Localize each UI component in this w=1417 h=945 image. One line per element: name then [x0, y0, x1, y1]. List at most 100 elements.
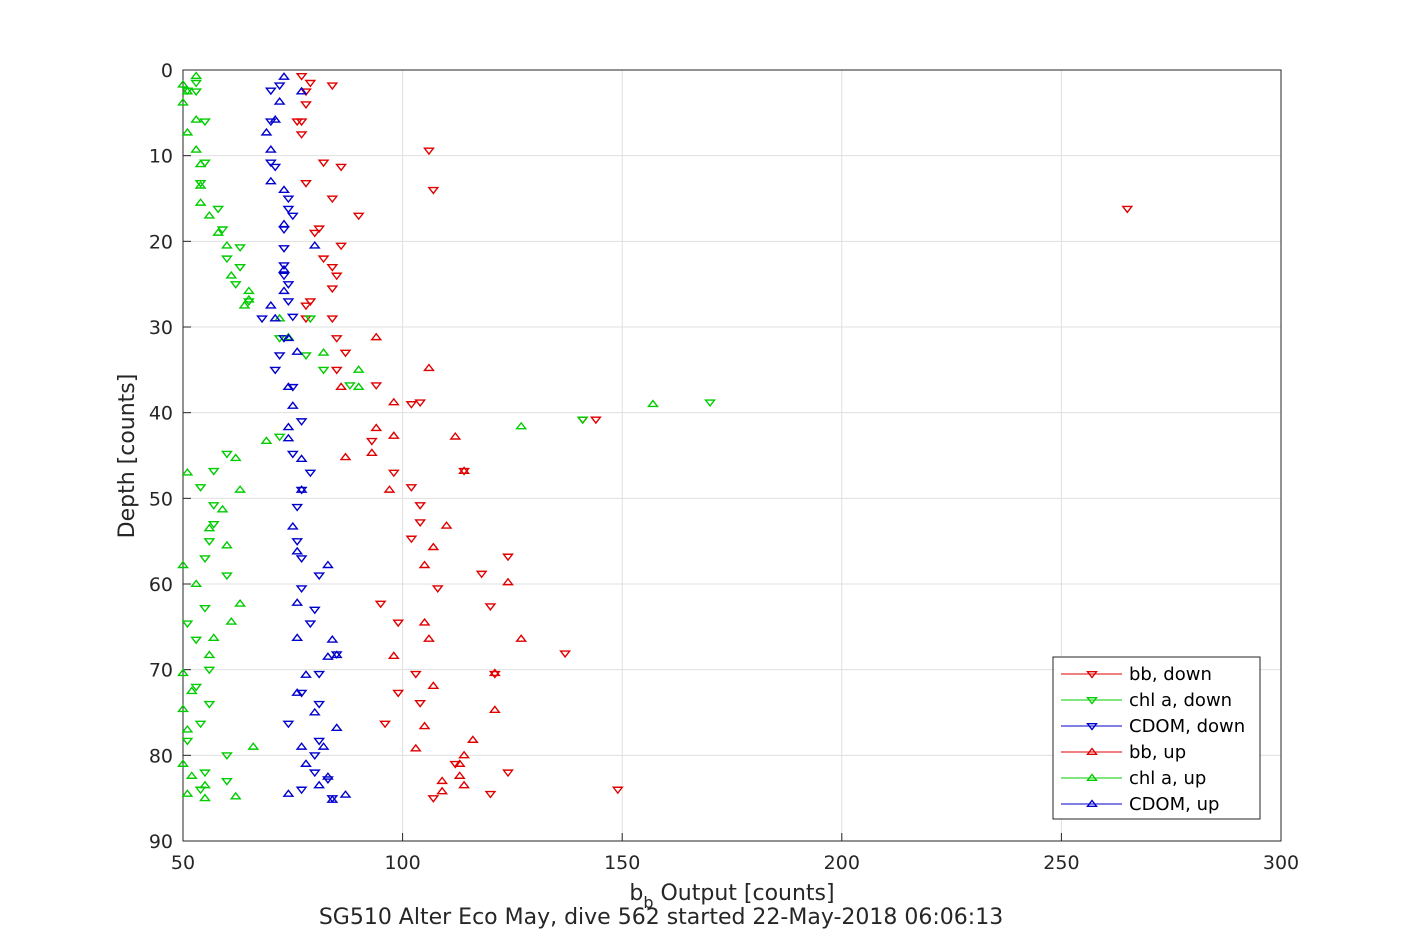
data-point — [203, 700, 216, 709]
legend-marker — [1086, 696, 1098, 705]
data-point — [221, 572, 233, 581]
data-point — [449, 760, 462, 769]
data-point — [207, 520, 220, 529]
data-point — [185, 686, 198, 695]
data-point — [242, 294, 255, 303]
data-point — [576, 416, 589, 425]
data-point — [326, 82, 339, 91]
data-point — [234, 244, 247, 253]
data-point — [300, 759, 312, 767]
data-point — [207, 467, 220, 476]
data-point — [286, 521, 299, 530]
data-point — [589, 416, 602, 425]
legend-marker — [1086, 773, 1098, 782]
data-point — [278, 335, 290, 343]
y-axis-label: Depth [counts] — [115, 374, 140, 539]
data-point — [282, 281, 295, 289]
data-point — [181, 86, 194, 95]
data-point — [264, 87, 277, 96]
data-point — [177, 759, 189, 767]
data-point — [295, 786, 308, 795]
data-point — [515, 421, 528, 430]
data-point — [282, 789, 295, 797]
data-point — [295, 86, 308, 95]
data-point — [181, 737, 194, 746]
data-point — [199, 118, 211, 127]
legend: bb, down chl a, down CDOM, down bb, up chl a… — [1052, 656, 1261, 820]
data-point — [282, 433, 295, 442]
data-point — [436, 786, 449, 795]
x-tick-label: 50 — [171, 852, 195, 874]
data-point — [286, 313, 299, 322]
data-point — [199, 769, 211, 778]
data-point — [242, 286, 255, 295]
data-point — [502, 553, 514, 562]
data-point — [269, 366, 282, 375]
data-point — [405, 535, 418, 544]
data-point — [392, 689, 405, 698]
data-point — [181, 467, 194, 476]
data-point — [225, 617, 238, 625]
data-point — [278, 185, 290, 193]
legend-label: CDOM, down — [1129, 716, 1245, 737]
data-point — [229, 281, 242, 289]
data-point — [190, 636, 203, 645]
data-point — [515, 634, 528, 642]
data-point — [326, 285, 339, 294]
data-point — [431, 585, 444, 593]
data-point — [278, 245, 290, 253]
data-point — [409, 743, 422, 752]
data-point — [291, 538, 304, 546]
data-point — [238, 300, 251, 309]
data-point — [177, 560, 189, 569]
data-point — [194, 159, 207, 168]
data-point — [611, 786, 624, 795]
data-point — [291, 546, 304, 555]
data-point — [418, 617, 431, 626]
data-point — [194, 720, 207, 729]
data-point — [383, 485, 396, 493]
data-point — [282, 422, 295, 431]
data-point — [387, 397, 400, 406]
data-point — [278, 272, 290, 281]
data-point — [343, 382, 356, 390]
data-point — [225, 270, 238, 279]
data-point — [330, 723, 343, 731]
data-point — [221, 777, 233, 786]
data-point — [207, 633, 220, 642]
data-point — [308, 240, 321, 249]
data-point — [282, 382, 295, 391]
data-point — [221, 752, 233, 761]
x-tick-label: 300 — [1263, 852, 1299, 874]
data-point — [190, 115, 203, 123]
data-point — [449, 431, 462, 440]
data-point — [273, 97, 286, 105]
data-point — [221, 450, 233, 459]
data-point — [181, 724, 194, 733]
data-point — [313, 700, 326, 709]
data-point — [282, 195, 295, 204]
data-point — [418, 721, 431, 730]
data-point — [313, 225, 326, 234]
data-point — [203, 538, 216, 546]
data-point — [221, 240, 233, 249]
data-point — [370, 382, 383, 390]
data-point — [234, 485, 247, 493]
x-axis-label-subscript: b — [643, 893, 653, 912]
data-point — [313, 737, 326, 746]
data-point — [365, 448, 378, 456]
data-point — [260, 127, 273, 136]
y-tick-label: 40 — [149, 403, 173, 425]
data-point — [291, 633, 304, 642]
data-point — [458, 750, 471, 759]
data-point — [300, 352, 312, 360]
data-point — [440, 521, 453, 529]
data-point — [256, 315, 268, 324]
data-point — [414, 502, 427, 510]
data-point — [414, 519, 427, 527]
y-tick-label: 0 — [161, 60, 173, 82]
data-point — [427, 186, 440, 195]
data-point — [488, 670, 501, 679]
data-point — [326, 263, 339, 272]
data-point — [304, 620, 317, 629]
